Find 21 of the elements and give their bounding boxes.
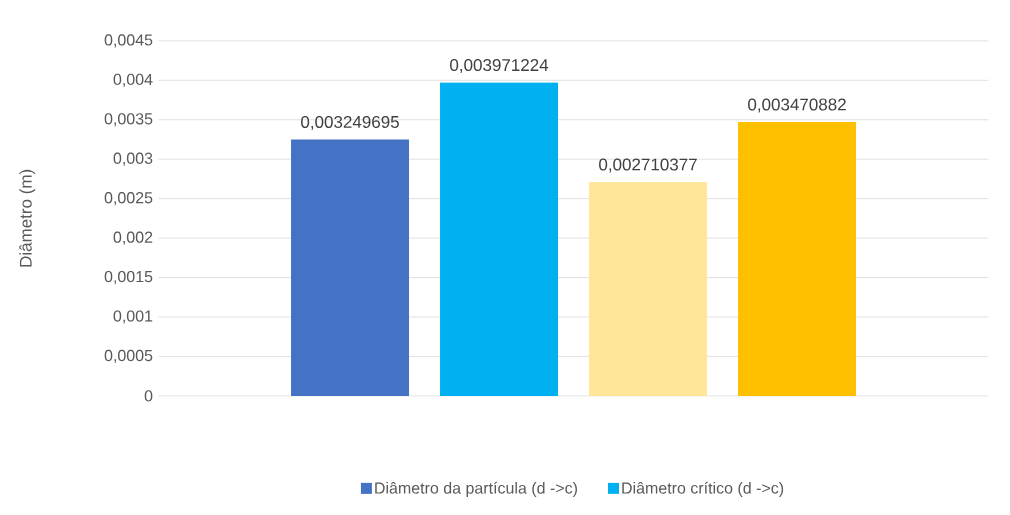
data-label: 0,002710377 [599, 158, 697, 173]
data-label: 0,003971224 [450, 59, 549, 74]
bar [738, 122, 857, 396]
y-tick-label: 0,004 [113, 73, 153, 87]
y-tick-label: 0 [144, 390, 153, 402]
y-tick-label: 0,0045 [104, 34, 153, 48]
bar [291, 139, 410, 396]
y-tick-label: 0,002 [113, 231, 153, 245]
bar [589, 182, 708, 396]
y-axis-title: Diâmetro (m) [19, 169, 36, 267]
legend-label: Diâmetro da partícula (d ->c) [375, 481, 577, 497]
y-tick-label: 0,0015 [104, 270, 153, 285]
y-tick-label: 0,001 [113, 310, 153, 324]
bar [440, 82, 559, 396]
y-tick-label: 0,0005 [104, 349, 153, 364]
data-label: 0,003249695 [301, 115, 399, 130]
y-tick-label: 0,003 [113, 152, 153, 166]
y-tick-label: 0,0025 [104, 192, 153, 206]
y-tick-label: 0,0035 [104, 113, 153, 127]
data-label: 0,003470882 [748, 98, 846, 113]
legend-label: Diâmetro crítico (d ->c) [622, 481, 784, 497]
